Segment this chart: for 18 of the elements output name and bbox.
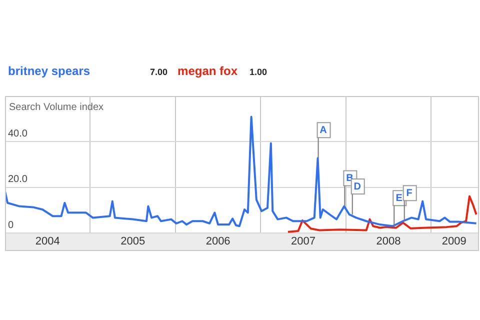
annotation: E [396,192,403,204]
text: 7.00 [150,67,168,77]
text: megan fox [178,64,238,78]
y-tick-label: 20.0 [8,174,28,186]
annotation: F [406,188,412,199]
annotation: D [354,181,361,192]
y-tick-label: 40.0 [8,128,28,140]
x-tick-label: 2008 [376,236,401,248]
x-tick-label: 2004 [35,236,60,248]
x-tick-label: 2007 [291,236,316,248]
x-tick-label: 2009 [442,236,466,248]
text: 1.00 [250,67,268,77]
text: britney spears [8,64,92,78]
annotation: A [320,124,327,136]
x-tick-label: 2006 [206,236,230,248]
x-tick-label: 2005 [120,236,146,248]
y-axis-title: Search Volume index [9,102,104,113]
y-tick-label: 0 [8,220,14,231]
